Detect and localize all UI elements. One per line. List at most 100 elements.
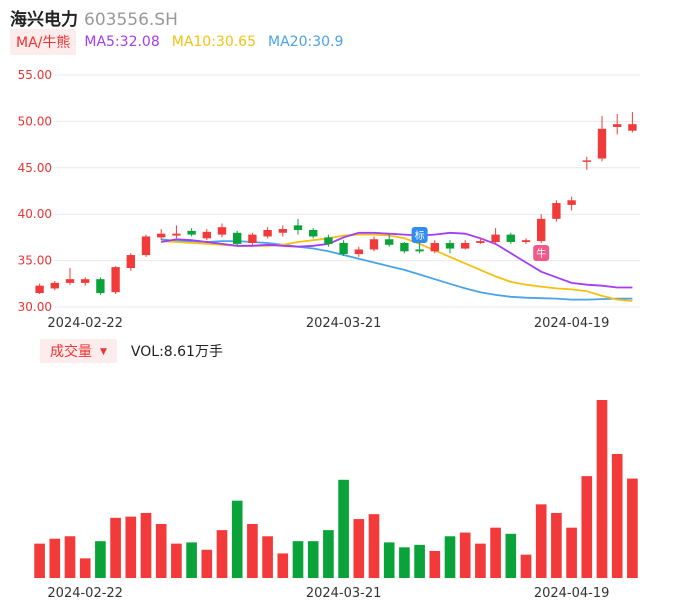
candle-body: [369, 239, 379, 250]
volume-value: VOL:8.61万手: [130, 344, 223, 360]
dropdown-caret-icon: ▼: [100, 347, 107, 357]
candle-body: [187, 230, 196, 235]
stock-name: 海兴电力: [10, 10, 78, 30]
candle-body: [476, 241, 485, 243]
volume-bar: [566, 527, 577, 578]
candle-body: [491, 234, 500, 243]
volume-bar: [49, 538, 61, 578]
volume-bar: [247, 523, 258, 578]
y-tick-label: 35.00: [18, 254, 52, 268]
volume-bar: [535, 504, 547, 578]
candle-body: [35, 285, 44, 294]
volume-bar: [323, 530, 334, 578]
candle-body: [567, 200, 576, 205]
candle-body: [217, 227, 227, 235]
volume-bar: [338, 479, 349, 578]
volume-bar: [79, 558, 91, 578]
bull-marker-icon: 牛: [533, 244, 550, 261]
candle-body: [141, 236, 151, 256]
candle-body: [157, 233, 166, 238]
volume-bar: [292, 541, 304, 578]
volume-bar: [277, 553, 289, 578]
ma-toggle-button[interactable]: MA/牛熊: [10, 29, 77, 55]
y-tick-label: 50.00: [18, 114, 52, 128]
volume-indicator-dropdown[interactable]: 成交量 ▼: [40, 339, 117, 363]
volume-bar: [444, 536, 456, 578]
candle-body: [172, 233, 181, 236]
volume-bar: [64, 536, 76, 578]
volume-bar: [627, 478, 638, 578]
signal-marker-icon: 标: [411, 226, 428, 243]
candle-body: [400, 242, 409, 252]
volume-indicator-label: 成交量: [50, 344, 92, 360]
ma20-line: [161, 238, 633, 301]
volume-bar: [490, 527, 501, 578]
candle-body: [597, 128, 607, 159]
candle-body: [430, 242, 439, 252]
candle-body: [613, 124, 622, 127]
volume-bar: [368, 514, 380, 578]
candle-body: [111, 267, 120, 293]
candle-body: [582, 160, 591, 162]
candle-body: [552, 203, 561, 219]
y-tick-label: 40.00: [18, 207, 52, 221]
volume-bar: [307, 541, 319, 578]
x-tick-label: 2024-03-21: [306, 316, 382, 331]
candle-body: [278, 229, 287, 233]
y-tick-label: 30.00: [18, 300, 52, 314]
marker-badge: [411, 226, 428, 243]
candle-body: [309, 229, 318, 237]
ma20-legend-value: MA20:30.9: [268, 34, 344, 50]
volume-bar: [383, 542, 395, 578]
candle-body: [65, 279, 75, 283]
x-tick-label: 2024-03-21: [306, 586, 382, 601]
candle-body: [339, 242, 348, 255]
candle-body: [50, 282, 59, 289]
candle-body: [461, 242, 470, 249]
candle-body: [81, 279, 90, 283]
volume-bar: [34, 543, 45, 578]
candle-body: [233, 232, 242, 244]
candle-body: [96, 279, 105, 294]
volume-bar: [125, 516, 137, 578]
volume-bar: [475, 543, 486, 578]
marker-label: 牛: [536, 247, 546, 260]
volume-bar: [505, 533, 517, 578]
candle-body: [385, 239, 394, 245]
stock-code: 603556.SH: [84, 10, 178, 30]
candle-body: [354, 249, 363, 255]
volume-legend: 成交量 ▼ VOL:8.61万手: [40, 339, 223, 363]
ma5-line: [161, 231, 633, 289]
volume-bar: [611, 454, 623, 578]
candle-body: [263, 229, 272, 237]
ma-legend: MA/牛熊 MA5:32.08 MA10:30.65 MA20:30.9: [10, 29, 355, 55]
volume-bar: [596, 400, 608, 578]
volume-bar: [216, 530, 228, 578]
volume-bar: [520, 554, 532, 578]
x-tick-label: 2024-02-22: [47, 586, 123, 601]
marker-badge: [533, 244, 550, 261]
volume-bar: [140, 512, 152, 578]
volume-bar: [262, 536, 273, 578]
volume-bar: [110, 517, 121, 578]
x-tick-label: 2024-04-19: [534, 586, 610, 601]
stock-title: 海兴电力 603556.SH: [10, 5, 178, 30]
candle-body: [202, 231, 211, 239]
volume-bar: [399, 547, 410, 578]
volume-bar: [581, 476, 593, 578]
y-tick-label: 45.00: [18, 161, 52, 175]
volume-bar: [155, 523, 167, 578]
x-tick-label: 2024-02-22: [47, 316, 123, 331]
marker-label: 标: [415, 230, 425, 242]
candle-body: [445, 242, 455, 249]
candle-body: [506, 234, 515, 243]
x-tick-label: 2024-04-19: [534, 316, 610, 331]
candle-body: [324, 237, 333, 244]
volume-bar: [353, 519, 365, 578]
candle-body: [415, 249, 424, 252]
volume-bar: [459, 532, 471, 578]
candle-body: [628, 124, 637, 131]
volume-bar: [186, 542, 197, 578]
volume-bar: [231, 500, 243, 578]
